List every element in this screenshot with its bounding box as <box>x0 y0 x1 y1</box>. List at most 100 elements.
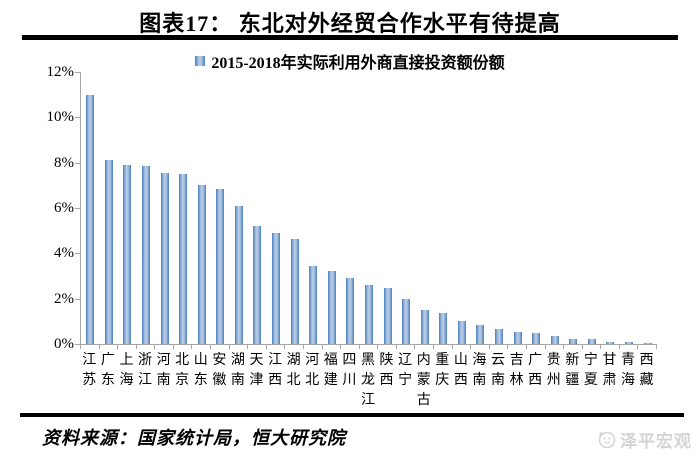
x-tick <box>210 345 212 349</box>
bar-黑龙江 <box>364 285 373 344</box>
x-axis-label-宁夏: 宁夏 <box>583 353 598 388</box>
y-tick <box>75 208 80 209</box>
x-tick <box>98 345 100 349</box>
bar-slot <box>453 72 472 344</box>
x-axis-label-贵州: 贵州 <box>546 353 561 388</box>
bar-slot <box>434 72 453 344</box>
x-axis-label-重庆: 重庆 <box>435 353 450 388</box>
x-tick <box>544 345 546 349</box>
x-tick <box>191 345 193 349</box>
y-tick-label: 2% <box>54 290 74 307</box>
x-tick <box>433 345 435 349</box>
bar-slot <box>267 72 286 344</box>
bar-吉林 <box>513 331 522 344</box>
bar-slot <box>341 72 360 344</box>
x-tick <box>414 345 416 349</box>
y-tick <box>75 162 80 164</box>
x-axis-label-河南: 河南 <box>156 353 171 388</box>
bar-slot <box>397 72 416 344</box>
x-tick <box>302 345 304 349</box>
bar-slot <box>601 72 620 344</box>
x-axis-label-安徽: 安徽 <box>212 353 227 388</box>
x-axis-label-广东: 广东 <box>100 353 115 388</box>
bar-slot <box>378 72 397 344</box>
x-tick <box>228 345 230 349</box>
bar-slot <box>360 72 379 344</box>
x-tick <box>451 345 453 349</box>
bar-辽宁 <box>402 298 411 344</box>
x-axis-label-内蒙古: 内蒙古 <box>416 353 431 408</box>
x-axis-label-福建: 福建 <box>323 353 338 388</box>
x-axis-label-山西: 山西 <box>453 353 468 388</box>
chart-legend: 2015-2018年实际利用外商直接投资额份额 <box>0 49 700 73</box>
x-tick <box>358 345 360 349</box>
watermark-label: 泽平宏观 <box>620 432 692 451</box>
bar-河北 <box>309 265 318 344</box>
x-axis-label-湖南: 湖南 <box>230 353 245 388</box>
x-axis-label-甘肃: 甘肃 <box>602 353 617 388</box>
bar-slot <box>583 72 602 344</box>
x-axis-labels: 江苏广东上海浙江河南北京山东安徽湖南天津江西湖北河北福建四川黑龙江陕西辽宁内蒙古… <box>80 351 656 411</box>
x-tick <box>377 345 379 349</box>
x-axis-label-陕西: 陕西 <box>379 353 394 388</box>
y-tick-label: 0% <box>54 336 74 352</box>
bar-北京 <box>179 174 188 344</box>
legend-label: 2015-2018年实际利用外商直接投资额份额 <box>211 55 505 72</box>
bar-青海 <box>625 342 634 344</box>
source-note: 资料来源：国家统计局，恒大研究院 <box>42 428 346 448</box>
x-axis-label-山东: 山东 <box>193 353 208 388</box>
x-axis-label-四川: 四川 <box>342 353 357 388</box>
bar-山西 <box>457 321 466 344</box>
x-axis-label-浙江: 浙江 <box>138 353 153 388</box>
x-axis-label-北京: 北京 <box>175 353 190 388</box>
bar-slot <box>527 72 546 344</box>
bar-slot <box>137 72 156 344</box>
plot-area <box>80 72 657 345</box>
x-axis-label-云南: 云南 <box>491 353 505 388</box>
x-axis-label-西藏: 西藏 <box>639 353 654 388</box>
watermark-logo-icon <box>598 431 616 448</box>
bar-江西 <box>272 232 281 344</box>
x-axis-label-江西: 江西 <box>268 353 283 388</box>
x-tick <box>600 345 602 349</box>
top-rule <box>22 35 678 40</box>
bar-slot <box>545 72 564 344</box>
y-tick-label: 8% <box>54 154 74 171</box>
bar-slot <box>304 72 323 344</box>
x-tick <box>340 345 342 349</box>
x-axis-label-上海: 上海 <box>119 353 134 388</box>
bar-浙江 <box>142 166 151 344</box>
x-axis-label-广西: 广西 <box>528 353 543 388</box>
bar-云南 <box>495 329 503 344</box>
bar-slot <box>471 72 490 344</box>
bar-slot <box>508 72 527 344</box>
x-tick <box>154 345 156 349</box>
x-axis-label-湖北: 湖北 <box>286 353 301 388</box>
x-tick <box>321 345 323 349</box>
bar-陕西 <box>383 288 392 344</box>
y-tick-label: 12% <box>46 64 75 80</box>
bar-湖南 <box>234 205 243 344</box>
watermark: 泽平宏观 <box>598 427 692 452</box>
bar-slot <box>118 72 137 344</box>
bar-江苏 <box>86 94 95 344</box>
bar-四川 <box>346 278 355 344</box>
x-axis-label-黑龙江: 黑龙江 <box>360 353 375 408</box>
bar-湖北 <box>290 238 299 344</box>
bar-山东 <box>197 185 206 344</box>
x-axis-label-青海: 青海 <box>621 353 636 388</box>
bar-上海 <box>123 164 132 344</box>
bottom-rule <box>20 413 684 417</box>
figure-title: 图表17： 东北对外经贸合作水平有待提高 <box>139 11 561 36</box>
y-tick-label: 6% <box>54 200 74 216</box>
bar-slot <box>564 72 583 344</box>
bar-slot <box>248 72 267 344</box>
bar-slot <box>155 72 174 344</box>
bar-slot <box>230 72 249 344</box>
y-tick-label: 10% <box>46 109 75 126</box>
legend-marker-icon <box>195 56 206 66</box>
bar-slot <box>81 72 100 344</box>
x-tick <box>563 345 565 349</box>
bar-slot <box>490 72 509 344</box>
x-tick <box>117 345 119 349</box>
